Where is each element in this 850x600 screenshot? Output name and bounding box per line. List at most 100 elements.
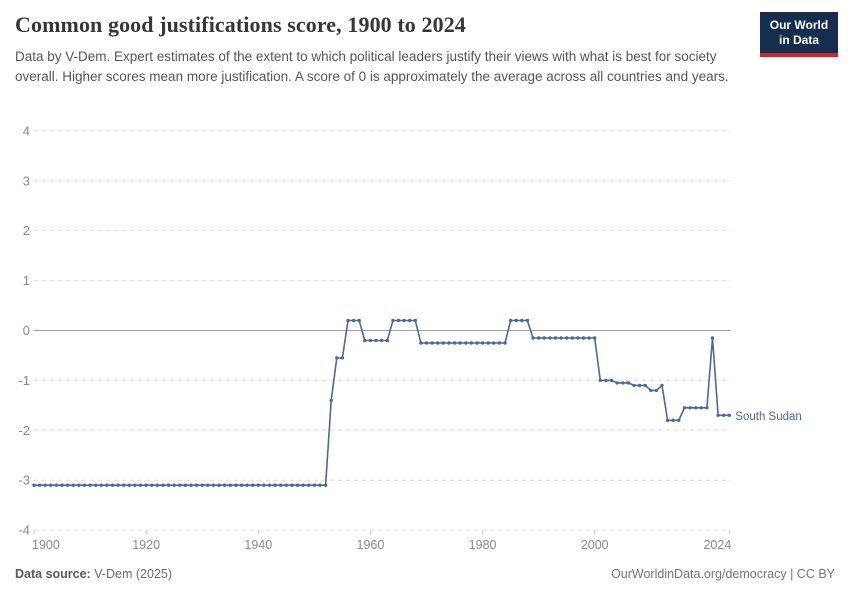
data-point <box>604 378 608 383</box>
y-tick-label: -2 <box>18 423 30 438</box>
page-title: Common good justifications score, 1900 t… <box>15 12 466 37</box>
data-point <box>531 336 535 340</box>
data-point <box>189 483 193 487</box>
y-tick-label: 4 <box>23 123 30 138</box>
data-point <box>553 336 558 340</box>
data-point <box>94 483 98 487</box>
data-point <box>570 336 574 340</box>
data-point <box>183 483 188 487</box>
line-series-south-sudan[interactable] <box>32 318 731 487</box>
data-point <box>480 341 485 345</box>
data-point <box>621 381 625 385</box>
data-point <box>161 483 165 487</box>
data-point <box>665 418 670 422</box>
data-point <box>49 483 53 487</box>
data-point <box>475 341 479 345</box>
data-point <box>581 336 586 340</box>
data-point <box>722 413 726 417</box>
data-point <box>217 483 221 487</box>
data-point <box>88 483 92 487</box>
data-point <box>351 318 356 323</box>
data-point <box>447 341 451 345</box>
data-point <box>65 483 70 487</box>
credit-link[interactable]: OurWorldinData.org/democracy | CC BY <box>611 567 835 581</box>
data-point <box>110 483 115 487</box>
data-point <box>637 383 642 388</box>
data-point <box>497 341 502 345</box>
data-point <box>660 383 664 388</box>
data-point <box>424 341 429 345</box>
data-point <box>492 341 496 345</box>
data-point <box>514 318 518 323</box>
x-tick-label: 1900 <box>32 538 60 552</box>
data-point <box>99 483 104 487</box>
data-point <box>312 483 317 487</box>
data-point <box>262 483 266 487</box>
chart-footer: Data source: V-Dem (2025) OurWorldinData… <box>15 567 835 581</box>
data-point <box>166 483 171 487</box>
data-point <box>464 341 468 345</box>
data-source-label: Data source: <box>15 567 91 581</box>
data-point <box>357 318 361 323</box>
data-point <box>105 483 109 487</box>
entity-label[interactable]: South Sudan <box>735 411 802 423</box>
data-point <box>379 338 384 343</box>
data-point <box>211 483 216 487</box>
data-point <box>413 318 417 323</box>
data-point <box>54 483 59 487</box>
x-tick-label: 2000 <box>581 538 609 552</box>
data-point <box>172 483 176 487</box>
data-point <box>385 338 389 343</box>
y-tick-label: -3 <box>18 473 30 488</box>
data-point <box>688 406 692 410</box>
owid-logo-line2: in Data <box>778 33 819 47</box>
x-tick-label: 1940 <box>244 538 272 552</box>
data-point <box>609 378 614 383</box>
data-point <box>77 483 81 487</box>
data-point <box>323 483 328 487</box>
data-point <box>71 483 76 487</box>
data-point <box>200 483 204 487</box>
data-point <box>396 318 401 323</box>
data-point <box>699 406 703 410</box>
data-source-value: V-Dem (2025) <box>90 567 173 581</box>
data-point <box>234 483 238 487</box>
data-point <box>565 336 569 340</box>
x-tick-label: 1920 <box>132 538 160 552</box>
data-point <box>559 336 563 340</box>
data-point <box>452 341 457 345</box>
data-point <box>256 483 260 487</box>
owid-logo-line1: Our World <box>769 18 829 32</box>
data-point <box>284 483 288 487</box>
data-point <box>436 341 440 345</box>
owid-logo[interactable]: Our World in Data <box>760 12 838 57</box>
data-point <box>682 406 687 410</box>
data-point <box>279 483 283 487</box>
data-point <box>60 483 64 487</box>
data-point <box>486 341 490 345</box>
data-point <box>206 483 210 487</box>
data-point <box>116 483 120 487</box>
data-point <box>469 341 474 345</box>
data-point <box>419 341 423 345</box>
data-point <box>716 413 720 417</box>
data-point <box>37 483 42 487</box>
x-axis: 1900 1920 1940 1960 1980 2000 2024 <box>32 530 731 552</box>
data-point <box>654 388 659 393</box>
data-line[interactable] <box>34 319 730 487</box>
y-tick-label: 2 <box>23 223 30 238</box>
chart-subtitle: Data by V-Dem. Expert estimates of the e… <box>15 49 729 85</box>
x-tick-label: 1980 <box>469 538 497 552</box>
data-point <box>133 483 137 487</box>
data-point <box>150 483 154 487</box>
data-point <box>301 483 305 487</box>
data-point <box>727 413 731 417</box>
y-tick-label: -4 <box>18 523 30 538</box>
data-point <box>705 406 709 410</box>
y-tick-label: 1 <box>23 273 30 288</box>
data-point <box>228 483 232 487</box>
data-point <box>363 338 367 343</box>
data-point <box>318 483 322 487</box>
